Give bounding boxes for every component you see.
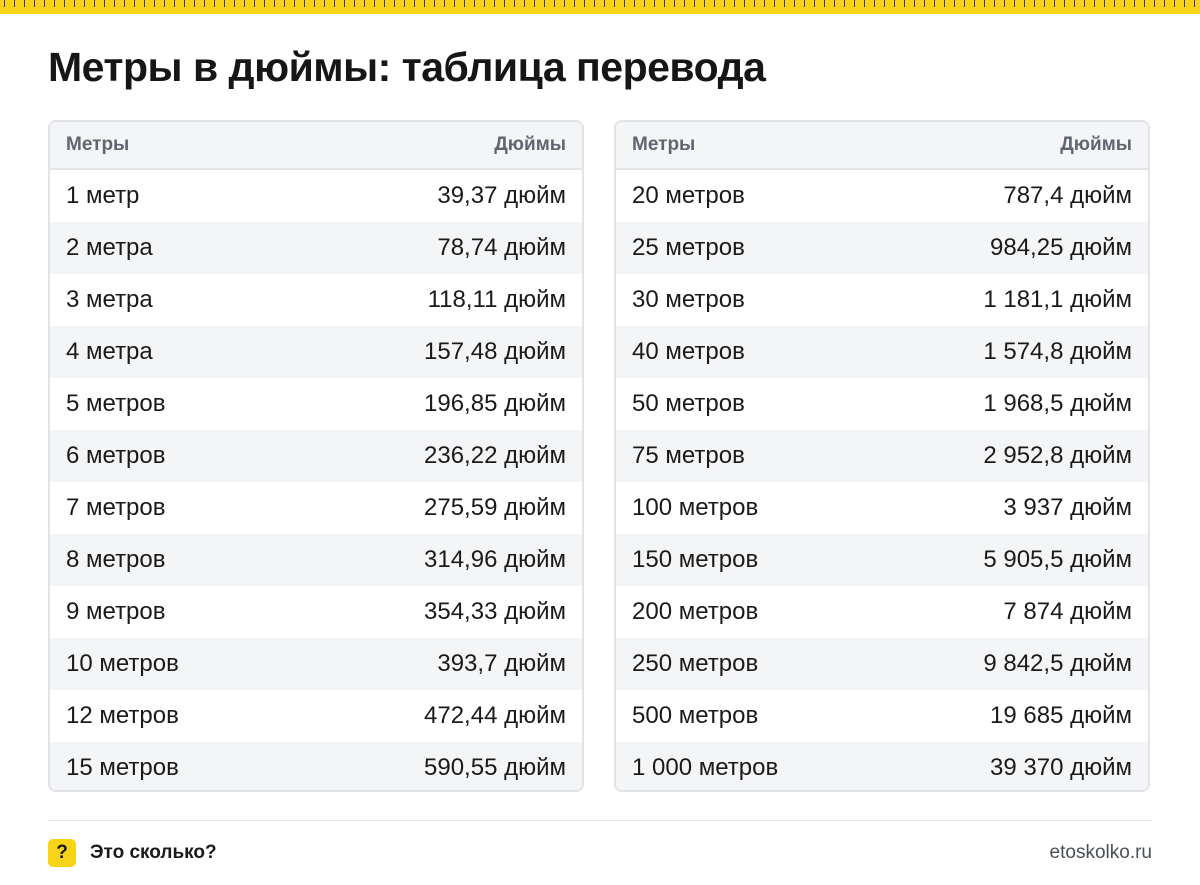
- inches-cell: 39,37 дюйм: [437, 182, 566, 209]
- meters-cell: 15 метров: [66, 754, 179, 781]
- header-inches: Дюймы: [494, 134, 566, 155]
- meters-cell: 9 метров: [66, 598, 166, 625]
- meters-cell: 20 метров: [632, 182, 745, 209]
- inches-cell: 1 181,1 дюйм: [983, 286, 1132, 313]
- inches-cell: 275,59 дюйм: [424, 494, 566, 521]
- table-row: 5 метров 196,85 дюйм: [50, 378, 582, 430]
- table-row: 2 метра 78,74 дюйм: [50, 222, 582, 274]
- meters-cell: 150 метров: [632, 546, 759, 573]
- meters-cell: 4 метра: [66, 338, 153, 365]
- conversion-table-right: Метры Дюймы 20 метров 787,4 дюйм 25 метров…: [614, 120, 1150, 792]
- inches-cell: 1 968,5 дюйм: [983, 390, 1132, 417]
- question-icon: ?: [48, 839, 76, 867]
- table-row: 40 метров 1 574,8 дюйм: [616, 326, 1148, 378]
- table-body: 20 метров 787,4 дюйм 25 метров 984,25 дюйм 3…: [616, 170, 1148, 790]
- table-row: 1 метр 39,37 дюйм: [50, 170, 582, 222]
- brand-name: Это сколько?: [90, 842, 217, 863]
- table-row: 50 метров 1 968,5 дюйм: [616, 378, 1148, 430]
- meters-cell: 1 метр: [66, 182, 140, 209]
- inches-cell: 984,25 дюйм: [990, 234, 1132, 261]
- table-row: 10 метров 393,7 дюйм: [50, 638, 582, 690]
- table-row: 20 метров 787,4 дюйм: [616, 170, 1148, 222]
- meters-cell: 50 метров: [632, 390, 745, 417]
- meters-cell: 2 метра: [66, 234, 153, 261]
- inches-cell: 1 574,8 дюйм: [983, 338, 1132, 365]
- meters-cell: 500 метров: [632, 702, 759, 729]
- table-row: 15 метров 590,55 дюйм: [50, 742, 582, 790]
- meters-cell: 5 метров: [66, 390, 166, 417]
- inches-cell: 3 937 дюйм: [1003, 494, 1132, 521]
- meters-cell: 10 метров: [66, 650, 179, 677]
- table-row: 9 метров 354,33 дюйм: [50, 586, 582, 638]
- table-header: Метры Дюймы: [50, 122, 582, 170]
- table-row: 3 метра 118,11 дюйм: [50, 274, 582, 326]
- site-link[interactable]: etoskolko.ru: [1049, 842, 1152, 863]
- meters-cell: 7 метров: [66, 494, 166, 521]
- table-row: 12 метров 472,44 дюйм: [50, 690, 582, 742]
- table-row: 75 метров 2 952,8 дюйм: [616, 430, 1148, 482]
- inches-cell: 5 905,5 дюйм: [983, 546, 1132, 573]
- ruler-strip: [0, 0, 1200, 14]
- meters-cell: 1 000 метров: [632, 754, 779, 781]
- page-title: Метры в дюймы: таблица перевода: [48, 44, 766, 90]
- inches-cell: 7 874 дюйм: [1003, 598, 1132, 625]
- meters-cell: 6 метров: [66, 442, 166, 469]
- inches-cell: 472,44 дюйм: [424, 702, 566, 729]
- inches-cell: 354,33 дюйм: [424, 598, 566, 625]
- table-row: 150 метров 5 905,5 дюйм: [616, 534, 1148, 586]
- brand[interactable]: ? Это сколько?: [48, 839, 217, 867]
- inches-cell: 590,55 дюйм: [424, 754, 566, 781]
- header-inches: Дюймы: [1060, 134, 1132, 155]
- meters-cell: 200 метров: [632, 598, 759, 625]
- inches-cell: 39 370 дюйм: [990, 754, 1132, 781]
- meters-cell: 30 метров: [632, 286, 745, 313]
- inches-cell: 157,48 дюйм: [424, 338, 566, 365]
- table-row: 7 метров 275,59 дюйм: [50, 482, 582, 534]
- table-header: Метры Дюймы: [616, 122, 1148, 170]
- inches-cell: 118,11 дюйм: [427, 286, 566, 313]
- table-row: 100 метров 3 937 дюйм: [616, 482, 1148, 534]
- inches-cell: 787,4 дюйм: [1003, 182, 1132, 209]
- table-row: 250 метров 9 842,5 дюйм: [616, 638, 1148, 690]
- meters-cell: 8 метров: [66, 546, 166, 573]
- footer-divider: [48, 820, 1152, 821]
- conversion-table-left: Метры Дюймы 1 метр 39,37 дюйм 2 метра 78,74…: [48, 120, 584, 792]
- inches-cell: 393,7 дюйм: [437, 650, 566, 677]
- inches-cell: 78,74 дюйм: [437, 234, 566, 261]
- meters-cell: 12 метров: [66, 702, 179, 729]
- inches-cell: 236,22 дюйм: [424, 442, 566, 469]
- inches-cell: 314,96 дюйм: [424, 546, 566, 573]
- table-row: 1 000 метров 39 370 дюйм: [616, 742, 1148, 790]
- inches-cell: 2 952,8 дюйм: [983, 442, 1132, 469]
- table-row: 200 метров 7 874 дюйм: [616, 586, 1148, 638]
- meters-cell: 40 метров: [632, 338, 745, 365]
- header-meters: Метры: [66, 134, 130, 155]
- table-row: 500 метров 19 685 дюйм: [616, 690, 1148, 742]
- table-row: 25 метров 984,25 дюйм: [616, 222, 1148, 274]
- inches-cell: 19 685 дюйм: [990, 702, 1132, 729]
- meters-cell: 250 метров: [632, 650, 759, 677]
- header-meters: Метры: [632, 134, 696, 155]
- table-row: 6 метров 236,22 дюйм: [50, 430, 582, 482]
- meters-cell: 100 метров: [632, 494, 759, 521]
- table-row: 30 метров 1 181,1 дюйм: [616, 274, 1148, 326]
- inches-cell: 196,85 дюйм: [424, 390, 566, 417]
- table-body: 1 метр 39,37 дюйм 2 метра 78,74 дюйм 3 метра…: [50, 170, 582, 790]
- meters-cell: 3 метра: [66, 286, 153, 313]
- table-row: 4 метра 157,48 дюйм: [50, 326, 582, 378]
- inches-cell: 9 842,5 дюйм: [983, 650, 1132, 677]
- meters-cell: 75 метров: [632, 442, 745, 469]
- meters-cell: 25 метров: [632, 234, 745, 261]
- table-row: 8 метров 314,96 дюйм: [50, 534, 582, 586]
